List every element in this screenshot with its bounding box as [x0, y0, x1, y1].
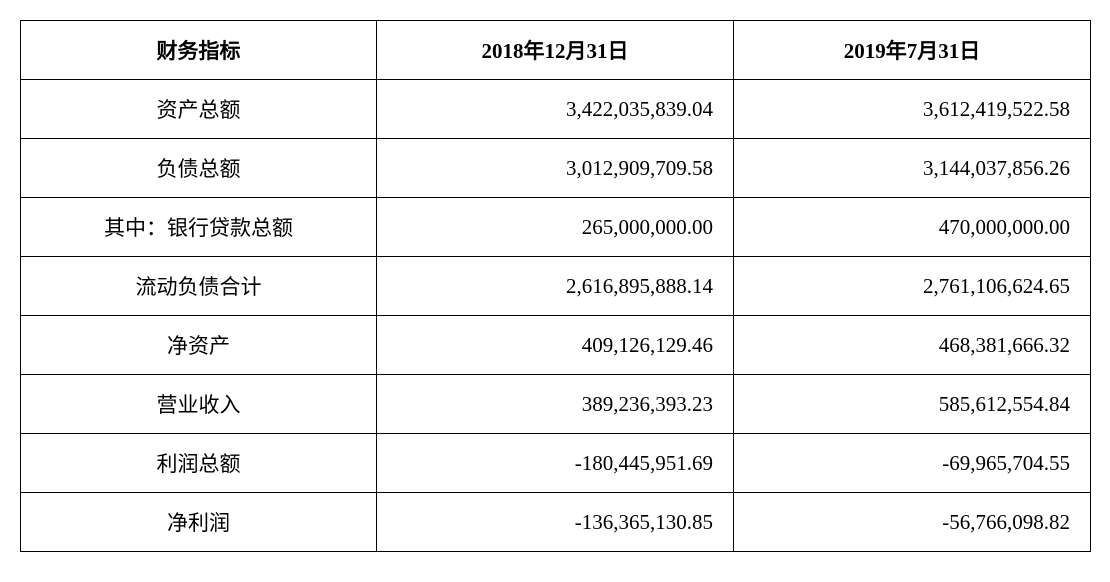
- table-row: 净利润 -136,365,130.85 -56,766,098.82: [21, 493, 1091, 552]
- table-row: 流动负债合计 2,616,895,888.14 2,761,106,624.65: [21, 257, 1091, 316]
- row-label: 负债总额: [21, 139, 377, 198]
- row-label: 流动负债合计: [21, 257, 377, 316]
- table-row: 营业收入 389,236,393.23 585,612,554.84: [21, 375, 1091, 434]
- row-value-2019: 470,000,000.00: [734, 198, 1091, 257]
- table-header-row: 财务指标 2018年12月31日 2019年7月31日: [21, 21, 1091, 80]
- row-label: 利润总额: [21, 434, 377, 493]
- row-label: 净资产: [21, 316, 377, 375]
- table-row: 利润总额 -180,445,951.69 -69,965,704.55: [21, 434, 1091, 493]
- col-header-metric: 财务指标: [21, 21, 377, 80]
- table-row: 净资产 409,126,129.46 468,381,666.32: [21, 316, 1091, 375]
- row-value-2018: 265,000,000.00: [377, 198, 734, 257]
- row-value-2019: 2,761,106,624.65: [734, 257, 1091, 316]
- row-label: 资产总额: [21, 80, 377, 139]
- table-row: 负债总额 3,012,909,709.58 3,144,037,856.26: [21, 139, 1091, 198]
- financial-table: 财务指标 2018年12月31日 2019年7月31日 资产总额 3,422,0…: [20, 20, 1091, 552]
- row-value-2018: 3,012,909,709.58: [377, 139, 734, 198]
- row-value-2019: 585,612,554.84: [734, 375, 1091, 434]
- col-header-2018: 2018年12月31日: [377, 21, 734, 80]
- row-value-2019: 3,612,419,522.58: [734, 80, 1091, 139]
- row-value-2018: 3,422,035,839.04: [377, 80, 734, 139]
- row-value-2018: -136,365,130.85: [377, 493, 734, 552]
- row-label: 净利润: [21, 493, 377, 552]
- table-row: 其中：银行贷款总额 265,000,000.00 470,000,000.00: [21, 198, 1091, 257]
- row-value-2018: -180,445,951.69: [377, 434, 734, 493]
- table-row: 资产总额 3,422,035,839.04 3,612,419,522.58: [21, 80, 1091, 139]
- row-value-2018: 2,616,895,888.14: [377, 257, 734, 316]
- row-value-2018: 409,126,129.46: [377, 316, 734, 375]
- row-label: 其中：银行贷款总额: [21, 198, 377, 257]
- row-value-2019: 468,381,666.32: [734, 316, 1091, 375]
- row-value-2018: 389,236,393.23: [377, 375, 734, 434]
- row-value-2019: -56,766,098.82: [734, 493, 1091, 552]
- col-header-2019: 2019年7月31日: [734, 21, 1091, 80]
- row-value-2019: -69,965,704.55: [734, 434, 1091, 493]
- row-value-2019: 3,144,037,856.26: [734, 139, 1091, 198]
- row-label: 营业收入: [21, 375, 377, 434]
